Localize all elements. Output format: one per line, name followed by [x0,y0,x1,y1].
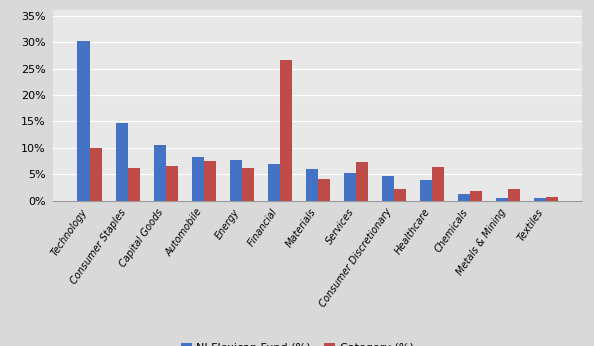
Bar [458,194,470,201]
Bar [268,164,280,201]
Bar [534,198,546,201]
Bar [242,169,254,201]
Legend: NJ Flexicap Fund (%), Category (%): NJ Flexicap Fund (%), Category (%) [176,339,418,346]
Bar [432,167,444,201]
Bar [356,162,368,201]
Bar [306,170,318,201]
Bar [280,60,292,201]
Bar [153,145,166,201]
Bar [318,179,330,201]
Bar [229,160,242,201]
Bar [546,197,558,201]
Bar [77,40,90,201]
Bar [382,176,394,201]
Bar [470,191,482,201]
Bar [344,173,356,201]
Bar [420,180,432,201]
Bar [115,123,128,201]
Bar [204,161,216,201]
Bar [166,166,178,201]
Bar [394,189,406,201]
Bar [90,148,102,201]
Bar [128,169,140,201]
Bar [508,189,520,201]
Bar [496,198,508,201]
Bar [191,157,204,201]
